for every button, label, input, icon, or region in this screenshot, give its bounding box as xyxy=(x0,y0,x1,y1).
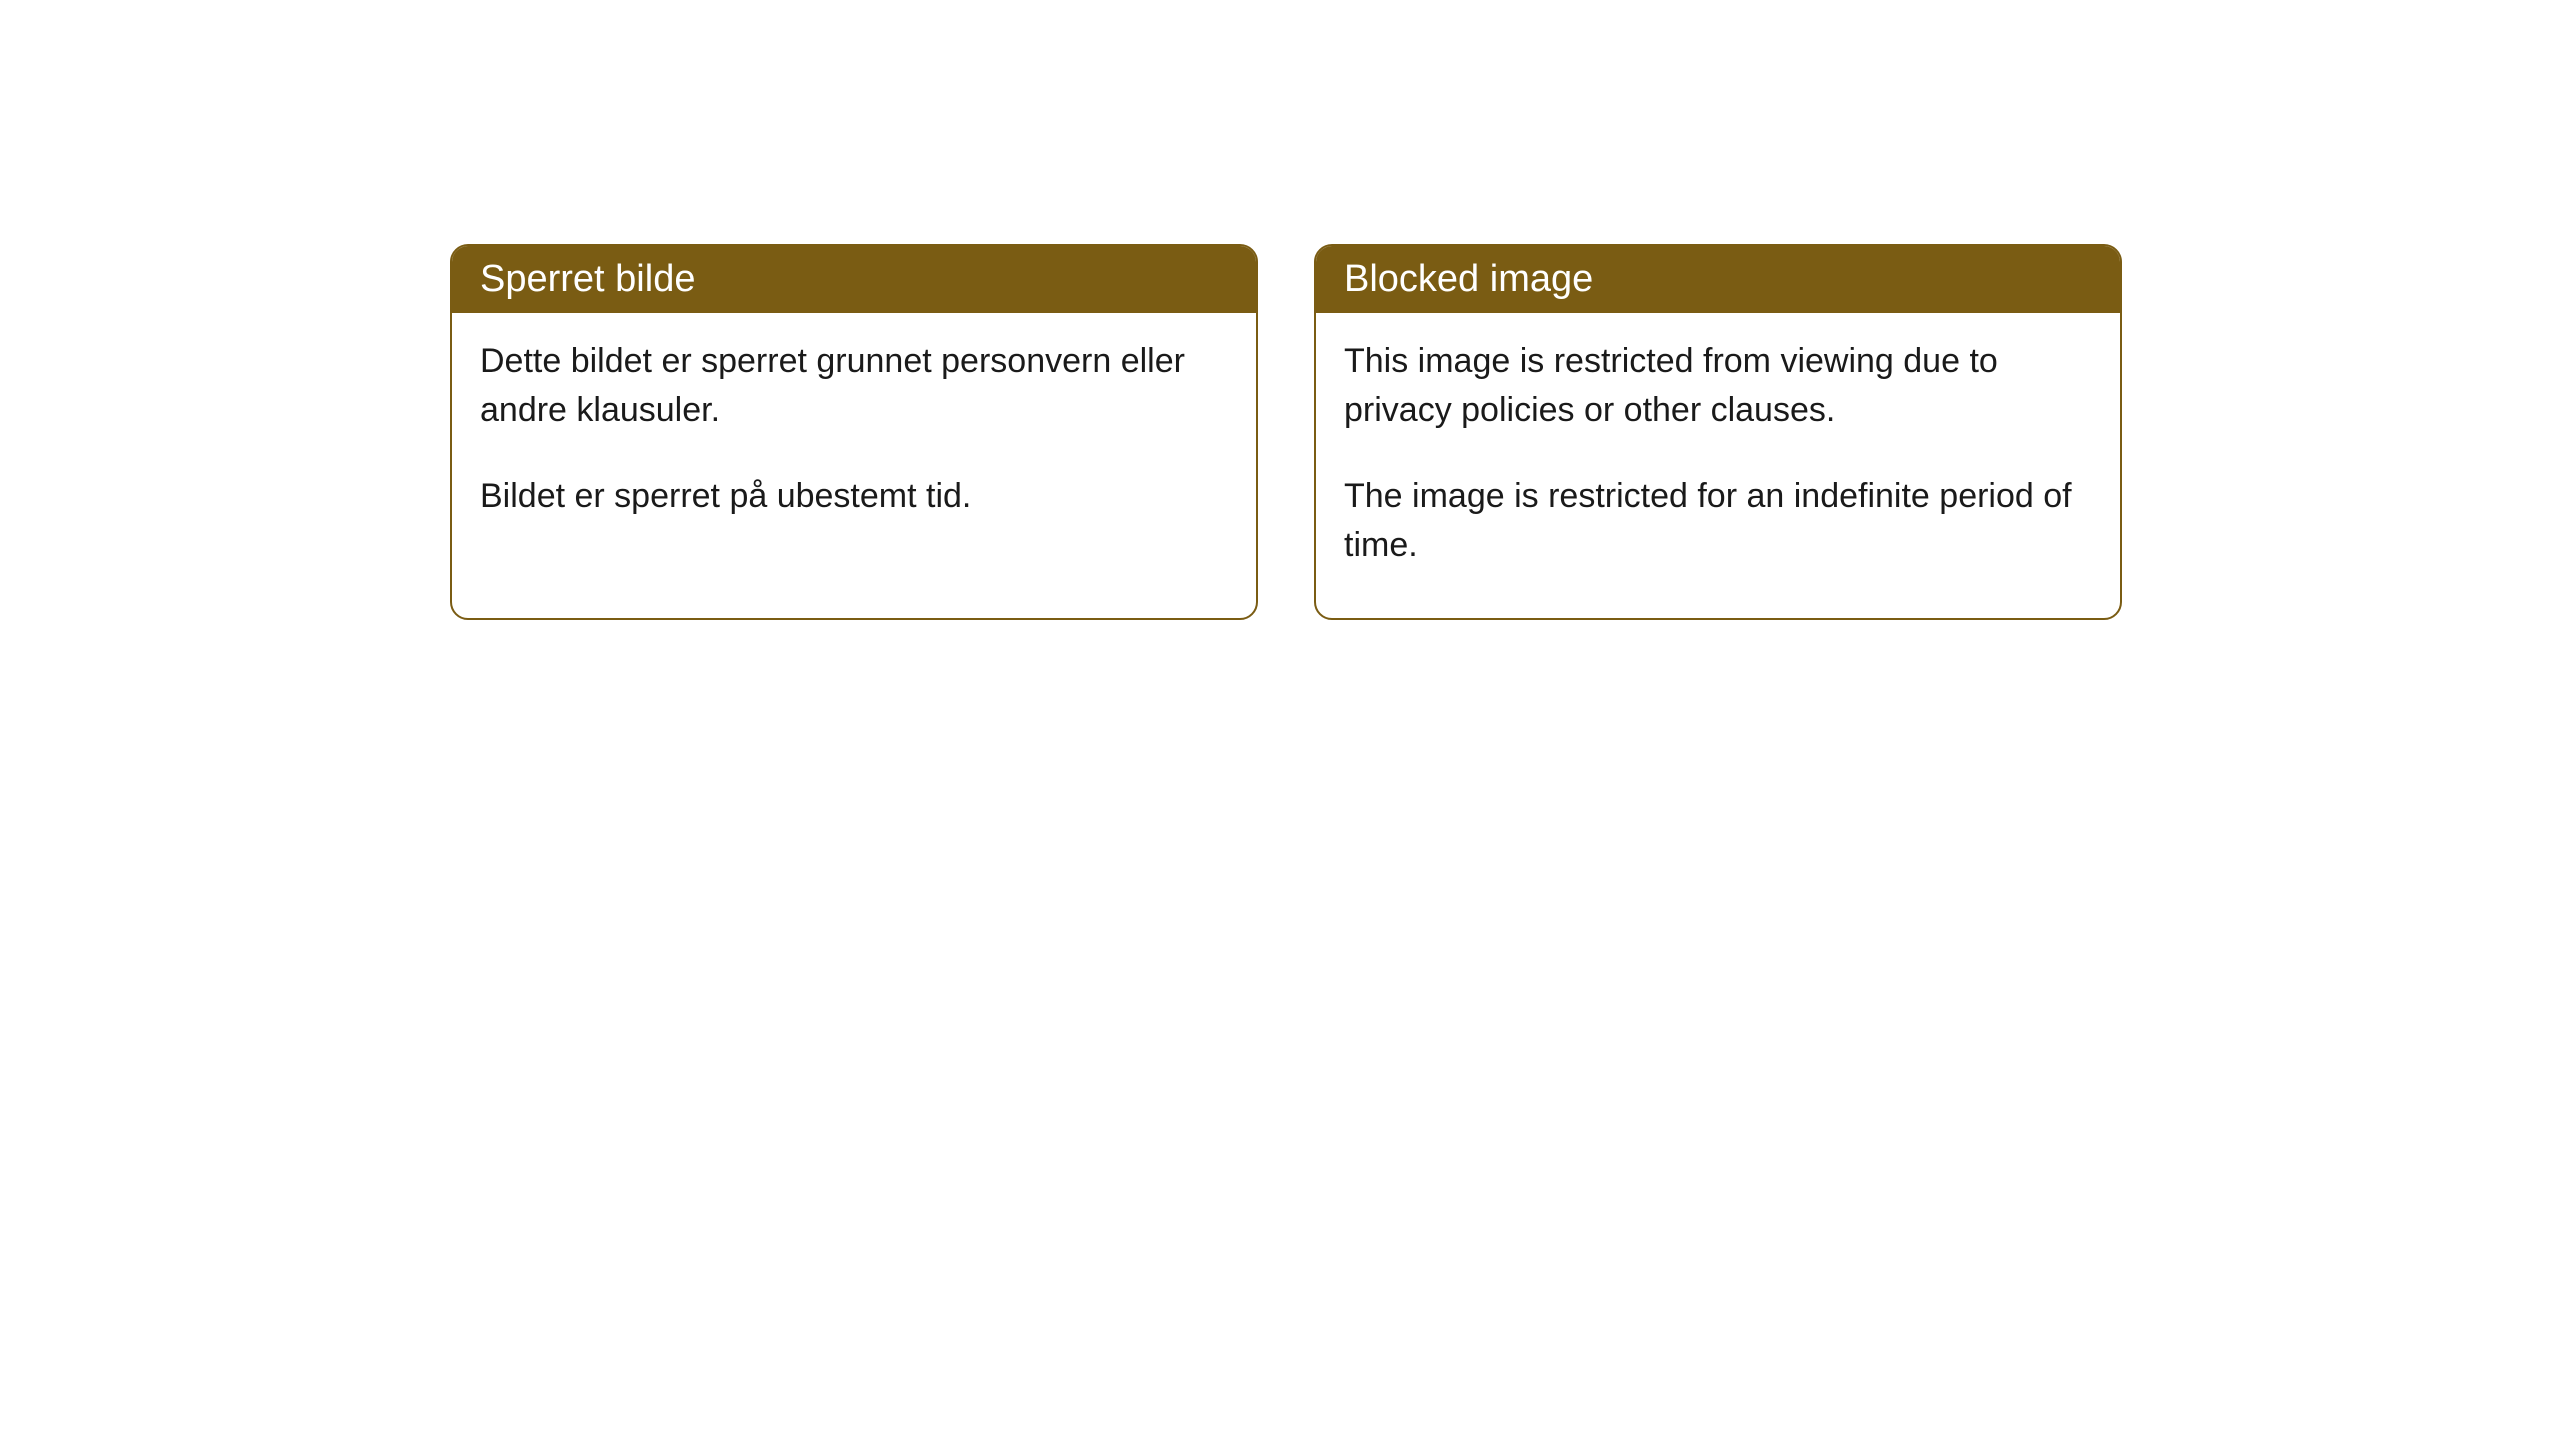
card-body-no: Dette bildet er sperret grunnet personve… xyxy=(452,313,1256,569)
card-text-no-1: Dette bildet er sperret grunnet personve… xyxy=(480,337,1228,436)
notice-cards-container: Sperret bilde Dette bildet er sperret gr… xyxy=(450,244,2122,620)
card-header-en: Blocked image xyxy=(1316,246,2120,313)
card-title-en: Blocked image xyxy=(1344,258,1593,300)
card-text-no-2: Bildet er sperret på ubestemt tid. xyxy=(480,472,1228,521)
card-text-en-2: The image is restricted for an indefinit… xyxy=(1344,472,2092,571)
card-body-en: This image is restricted from viewing du… xyxy=(1316,313,2120,618)
card-title-no: Sperret bilde xyxy=(480,258,695,300)
card-header-no: Sperret bilde xyxy=(452,246,1256,313)
blocked-image-card-en: Blocked image This image is restricted f… xyxy=(1314,244,2122,620)
card-text-en-1: This image is restricted from viewing du… xyxy=(1344,337,2092,436)
blocked-image-card-no: Sperret bilde Dette bildet er sperret gr… xyxy=(450,244,1258,620)
